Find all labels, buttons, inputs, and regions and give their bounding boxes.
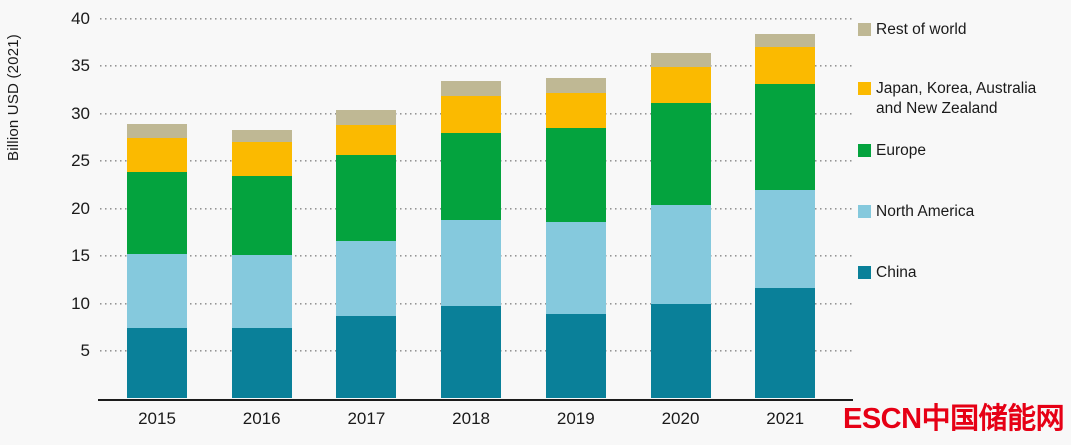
- x-tick-2019: 2019: [556, 409, 595, 428]
- x-tick-2015: 2015: [138, 409, 176, 428]
- gridline-40: [100, 18, 852, 20]
- bar-2021-segment-rest-of-world: [755, 33, 816, 47]
- bar-2015-segment-china: [127, 327, 187, 398]
- bar-2016-segment-europe: [231, 175, 292, 255]
- bar-2016-segment-japan-korea-australia-and-new-zealand: [231, 141, 292, 176]
- escn-logo: ESCN中国储能网: [843, 403, 1065, 435]
- x-tick-2020: 2020: [661, 409, 700, 428]
- bar-2020-segment-europe: [650, 102, 711, 206]
- x-tick-2021: 2021: [766, 409, 805, 428]
- legend-item-japan-korea-australia-and-new-zealand: Japan, Korea, Australia and New Zealand: [858, 79, 1062, 119]
- gridline-35: [100, 65, 852, 68]
- bar-2016-segment-north-america: [231, 254, 292, 328]
- bar-2017-segment-japan-korea-australia-and-new-zealand: [336, 124, 397, 156]
- bar-2015-segment-north-america: [127, 253, 187, 328]
- bar-2017-segment-europe: [336, 155, 397, 242]
- legend-item-north-america: North America: [858, 202, 1062, 222]
- legend-label-rest-of-world: Rest of world: [876, 21, 967, 38]
- x-tick-2016: 2016: [242, 409, 281, 428]
- bar-2016-segment-rest-of-world: [231, 130, 292, 142]
- bar-2019: [545, 78, 606, 398]
- bar-2017-segment-north-america: [336, 241, 397, 317]
- bar-2019-segment-japan-korea-australia-and-new-zealand: [545, 93, 606, 128]
- bar-2019-segment-china: [545, 313, 606, 398]
- bar-2015-segment-rest-of-world: [127, 123, 187, 138]
- bar-2020-segment-japan-korea-australia-and-new-zealand: [650, 66, 711, 103]
- legend-swatch-china: [858, 266, 871, 279]
- bar-2018-segment-europe: [441, 133, 502, 220]
- y-tick-30: 30: [71, 103, 90, 123]
- legend-label-japan-korea-australia-and-new-zealand: Japan, Korea, Australia and New Zealand: [876, 80, 1037, 117]
- bar-2017-segment-china: [336, 316, 397, 398]
- bar-2020-segment-north-america: [650, 205, 711, 305]
- bar-2018-segment-north-america: [441, 219, 502, 306]
- bar-2019-segment-europe: [545, 127, 606, 223]
- legend-swatch-europe: [858, 144, 871, 157]
- bar-2019-segment-north-america: [545, 222, 606, 314]
- bar-2018-segment-japan-korea-australia-and-new-zealand: [441, 96, 502, 134]
- bar-2017-segment-rest-of-world: [336, 110, 397, 125]
- bar-2015-segment-japan-korea-australia-and-new-zealand: [127, 138, 187, 173]
- bar-2018: [441, 81, 502, 398]
- legend-item-rest-of-world: Rest of world: [858, 20, 1062, 40]
- bar-2020: [650, 52, 711, 398]
- legend-label-china: China: [876, 264, 917, 281]
- y-tick-25: 25: [71, 151, 90, 171]
- legend-item-china: China: [858, 263, 1062, 283]
- bar-2020-segment-rest-of-world: [650, 52, 711, 67]
- bar-2018-segment-rest-of-world: [441, 81, 502, 97]
- legend-swatch-rest-of-world: [858, 23, 871, 36]
- bar-2016: [231, 130, 292, 398]
- legend-label-north-america: North America: [876, 203, 975, 220]
- y-tick-20: 20: [71, 198, 90, 218]
- bar-2019-segment-rest-of-world: [545, 78, 606, 94]
- legend-swatch-japan-korea-australia-and-new-zealand: [858, 82, 871, 95]
- bar-2021-segment-china: [755, 287, 816, 398]
- bar-2021-segment-north-america: [755, 190, 816, 288]
- y-tick-15: 15: [71, 246, 90, 266]
- y-tick-10: 10: [71, 293, 90, 313]
- bar-2018-segment-china: [441, 305, 502, 398]
- y-tick-5: 5: [80, 341, 90, 361]
- x-tick-2017: 2017: [347, 409, 386, 428]
- y-axis-title-wrap: Billion USD (2021): [2, 18, 24, 176]
- legend-swatch-north-america: [858, 205, 871, 218]
- plot-area: [98, 18, 852, 399]
- legend: Rest of world Japan, Korea, Australia and…: [858, 0, 1066, 300]
- bar-2021-segment-japan-korea-australia-and-new-zealand: [755, 46, 816, 84]
- bar-2020-segment-china: [650, 304, 711, 398]
- y-tick-35: 35: [71, 56, 90, 76]
- y-tick-40: 40: [71, 9, 90, 28]
- x-tick-2018: 2018: [452, 409, 490, 428]
- bar-2021: [755, 33, 816, 398]
- x-axis-line: [98, 399, 853, 401]
- bar-2021-segment-europe: [755, 83, 816, 191]
- bar-2016-segment-china: [231, 327, 292, 398]
- bar-2015-segment-europe: [127, 172, 187, 254]
- y-axis-title: Billion USD (2021): [4, 33, 22, 161]
- legend-label-europe: Europe: [876, 142, 926, 159]
- legend-item-europe: Europe: [858, 141, 1062, 161]
- bar-2017: [336, 110, 397, 398]
- bar-2015: [127, 123, 187, 398]
